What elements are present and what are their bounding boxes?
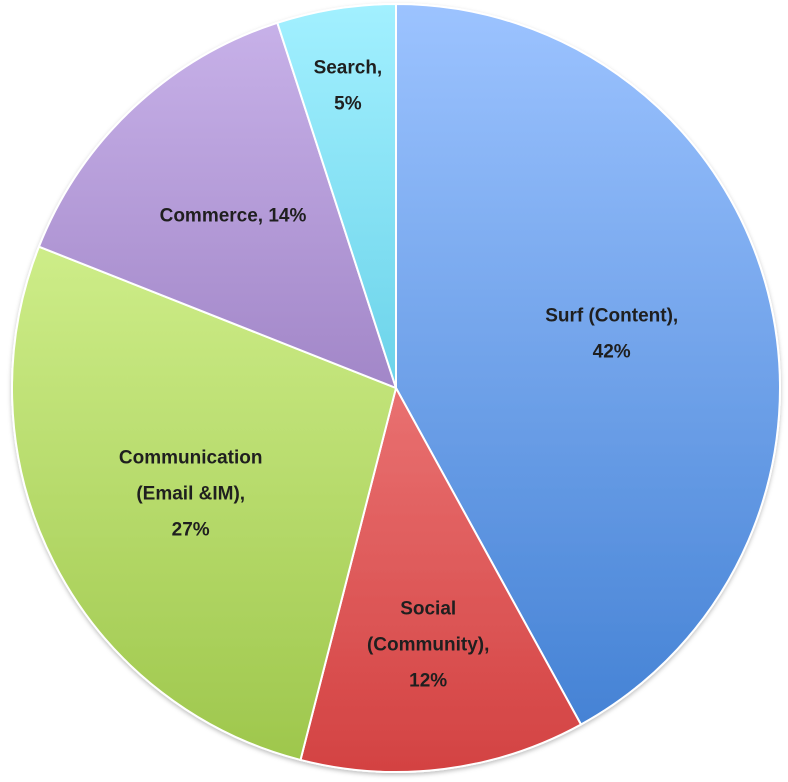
slice-label-line: 27% [172, 520, 210, 541]
pie-slice-search [276, 3, 397, 389]
slice-label-communication-email-im: Communication (Email &IM), 27% [119, 448, 263, 541]
slice-label-line: Surf (Content), [545, 306, 678, 327]
slice-label-line: Search, [314, 58, 383, 79]
slice-label-line: 5% [334, 94, 362, 115]
pie-slice-surf-content [395, 3, 781, 726]
slice-label-line: (Email &IM), [136, 484, 245, 505]
slice-label-social-community: Social (Community), 12% [367, 598, 489, 691]
labels-layer: Surf (Content), 42% Social (Community), 12% C… [119, 58, 678, 692]
slice-label-surf-content: Surf (Content), 42% [545, 306, 678, 363]
slice-label-line: 42% [593, 342, 631, 363]
pie-slice-communication-email-im [11, 245, 397, 761]
slice-label-line: (Community), [367, 634, 489, 655]
slice-label-line: Communication [119, 448, 263, 469]
slice-label-line: Commerce, 14% [160, 205, 307, 226]
slice-label-line: Social [400, 598, 456, 619]
slice-label-line: 12% [409, 670, 447, 691]
slices-layer [11, 3, 781, 774]
slice-label-commerce: Commerce, 14% [160, 205, 307, 226]
pie-slice-social-community [299, 387, 582, 774]
slice-label-search: Search, 5% [314, 58, 383, 115]
